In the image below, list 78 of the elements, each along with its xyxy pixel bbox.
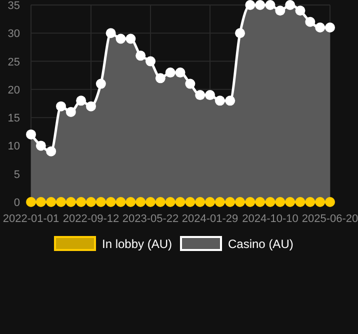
point [235, 197, 246, 207]
point [76, 197, 86, 207]
point [305, 197, 316, 207]
x-tick-label: 2022-01-01 [2, 213, 60, 225]
point [195, 197, 206, 207]
y-tick-label: 15 [8, 112, 20, 125]
point [245, 197, 256, 207]
legend-label: In lobby (AU) [102, 237, 172, 251]
point [205, 197, 216, 207]
y-tick-label: 25 [8, 56, 20, 68]
point [275, 197, 286, 207]
point [255, 0, 266, 10]
point [86, 197, 96, 207]
point [146, 56, 156, 66]
x-tick-label: 2023-05-22 [122, 213, 179, 225]
point [96, 78, 106, 89]
point [66, 197, 76, 207]
point [245, 0, 256, 10]
point [136, 50, 146, 61]
point [285, 0, 296, 10]
point [165, 68, 176, 78]
point [195, 90, 206, 100]
point [285, 197, 296, 207]
y-tick-label: 35 [8, 0, 20, 12]
point [56, 101, 66, 112]
point [106, 197, 116, 207]
point [56, 197, 66, 207]
point [325, 197, 335, 207]
point [235, 28, 246, 38]
x-tick-label: 2022-09-12 [62, 213, 120, 225]
y-tick-label: 5 [14, 168, 20, 181]
point [36, 197, 46, 207]
point [225, 197, 236, 207]
point [175, 68, 186, 78]
point [106, 28, 116, 38]
point [155, 73, 166, 84]
point [214, 197, 225, 207]
x-tick-label: 2024-10-10 [242, 213, 298, 225]
y-tick-label: 20 [8, 84, 20, 96]
point [185, 78, 196, 89]
point [175, 197, 186, 207]
legend-label: Casino (AU) [228, 237, 294, 251]
point [265, 0, 276, 10]
point [325, 22, 335, 33]
point [315, 22, 326, 33]
point [225, 96, 236, 106]
point [165, 197, 176, 207]
point [146, 197, 156, 207]
point [255, 197, 266, 207]
point [265, 197, 276, 207]
point [66, 106, 76, 117]
point [96, 197, 106, 207]
point [36, 140, 46, 151]
point [76, 96, 86, 106]
point [126, 34, 136, 44]
point [295, 6, 306, 16]
point [155, 197, 166, 207]
point [26, 197, 36, 207]
x-tick-label: 2025-06-20 [302, 213, 358, 225]
point [275, 6, 286, 16]
point [185, 197, 196, 207]
y-tick-label: 0 [14, 197, 20, 209]
y-tick-label: 10 [8, 140, 20, 153]
point [315, 197, 326, 207]
point [46, 146, 56, 156]
point [116, 197, 126, 207]
point [205, 90, 216, 100]
point [86, 101, 96, 112]
point [305, 16, 316, 27]
point [295, 197, 306, 207]
point [214, 96, 225, 106]
point [116, 34, 126, 44]
point [46, 197, 56, 207]
point [26, 129, 36, 140]
point [126, 197, 136, 207]
y-tick-label: 30 [8, 28, 20, 40]
point [136, 197, 146, 207]
x-tick-label: 2024-01-29 [182, 213, 238, 225]
